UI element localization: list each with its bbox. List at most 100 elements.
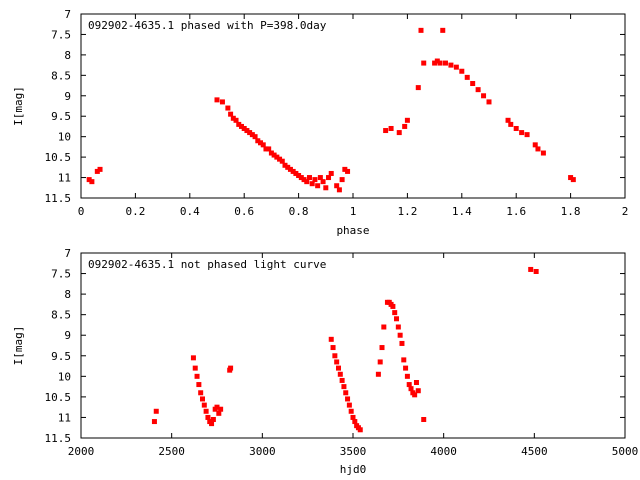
data-point xyxy=(377,359,383,365)
data-point xyxy=(315,183,321,189)
data-point xyxy=(236,121,242,127)
y-tick-label: 8 xyxy=(64,288,71,301)
data-point xyxy=(268,150,274,156)
data-point xyxy=(390,303,396,309)
y-ticks: 7 7.5 8 8.5 9 9.5 10 10.5 11 11.5 xyxy=(45,8,625,205)
data-point xyxy=(304,179,310,185)
data-point xyxy=(437,60,443,66)
x-ticks: 2000 2500 3000 3500 4000 4500 5000 xyxy=(68,253,638,458)
data-points xyxy=(151,266,539,433)
data-point xyxy=(346,402,352,408)
data-point xyxy=(334,183,340,189)
data-point xyxy=(336,187,342,193)
y-tick-label: 10.5 xyxy=(45,151,72,164)
data-point xyxy=(233,117,239,123)
data-point xyxy=(153,408,159,414)
y-tick-label: 8.5 xyxy=(51,309,71,322)
data-point xyxy=(470,81,476,87)
data-point xyxy=(403,365,409,371)
x-tick-label: 4500 xyxy=(521,445,548,458)
x-tick-label: 2000 xyxy=(68,445,95,458)
data-point xyxy=(328,336,334,342)
y-tick-label: 11.5 xyxy=(45,192,72,205)
data-point xyxy=(266,146,272,152)
data-point xyxy=(345,168,351,174)
data-point xyxy=(298,175,304,181)
data-point xyxy=(244,128,250,134)
data-point xyxy=(86,177,92,183)
data-point xyxy=(381,324,387,330)
data-point xyxy=(228,365,234,371)
y-tick-label: 10.5 xyxy=(45,391,72,404)
data-point xyxy=(287,166,293,172)
x-tick-label: 0.8 xyxy=(289,205,309,218)
data-point xyxy=(192,365,198,371)
y-tick-label: 8 xyxy=(64,49,71,62)
data-point xyxy=(225,105,231,111)
data-point xyxy=(247,130,253,136)
data-point xyxy=(151,419,157,425)
y-tick-label: 11.5 xyxy=(45,432,72,445)
y-tick-label: 8.5 xyxy=(51,69,71,82)
data-point xyxy=(277,156,283,162)
data-point xyxy=(404,373,410,379)
y-tick-label: 10 xyxy=(58,131,71,144)
y-tick-label: 9.5 xyxy=(51,350,71,363)
data-point xyxy=(301,177,307,183)
data-point xyxy=(357,427,363,433)
data-point xyxy=(395,324,401,330)
data-point xyxy=(317,175,323,181)
data-point xyxy=(274,154,280,160)
data-point xyxy=(290,168,296,174)
y-tick-label: 11 xyxy=(58,172,71,185)
x-tick-label: 2500 xyxy=(158,445,185,458)
data-point xyxy=(94,168,100,174)
y-tick-label: 11 xyxy=(58,411,71,424)
data-point xyxy=(194,373,200,379)
data-point xyxy=(238,123,244,129)
data-point xyxy=(255,138,261,144)
data-point xyxy=(249,132,255,138)
unphased-light-curve-panel: 092902-4635.1 not phased light curve hjd… xyxy=(12,247,638,476)
data-point xyxy=(413,380,419,385)
x-axis-label: hjd0 xyxy=(340,463,367,476)
data-point xyxy=(345,396,351,402)
data-point xyxy=(486,99,492,105)
data-point xyxy=(440,27,446,33)
data-point xyxy=(252,134,258,140)
data-point xyxy=(198,390,204,396)
y-tick-label: 7 xyxy=(64,247,71,260)
x-tick-label: 0 xyxy=(78,205,85,218)
data-point xyxy=(320,179,326,185)
data-point xyxy=(330,345,336,351)
data-points xyxy=(86,27,576,193)
data-point xyxy=(453,64,459,70)
data-point xyxy=(339,177,345,183)
data-point xyxy=(464,74,470,80)
y-tick-label: 7.5 xyxy=(51,268,71,281)
data-point xyxy=(219,99,225,105)
chart-title: 092902-4635.1 not phased light curve xyxy=(88,258,326,271)
x-tick-label: 4000 xyxy=(430,445,457,458)
data-point xyxy=(388,125,394,131)
data-point xyxy=(475,87,481,93)
data-point xyxy=(97,166,103,172)
data-point xyxy=(328,170,334,176)
data-point xyxy=(396,130,402,136)
data-point xyxy=(271,152,277,158)
data-point xyxy=(348,408,354,414)
data-point xyxy=(285,164,291,170)
data-point xyxy=(199,396,205,402)
data-point xyxy=(214,97,220,103)
data-point xyxy=(528,266,534,272)
data-point xyxy=(209,421,215,427)
data-point xyxy=(481,93,487,99)
data-point xyxy=(399,340,405,346)
data-point xyxy=(190,355,196,361)
data-point xyxy=(296,173,302,179)
y-tick-label: 7.5 xyxy=(51,28,71,41)
data-point xyxy=(397,332,403,338)
data-point xyxy=(293,170,299,176)
data-point xyxy=(323,185,329,191)
